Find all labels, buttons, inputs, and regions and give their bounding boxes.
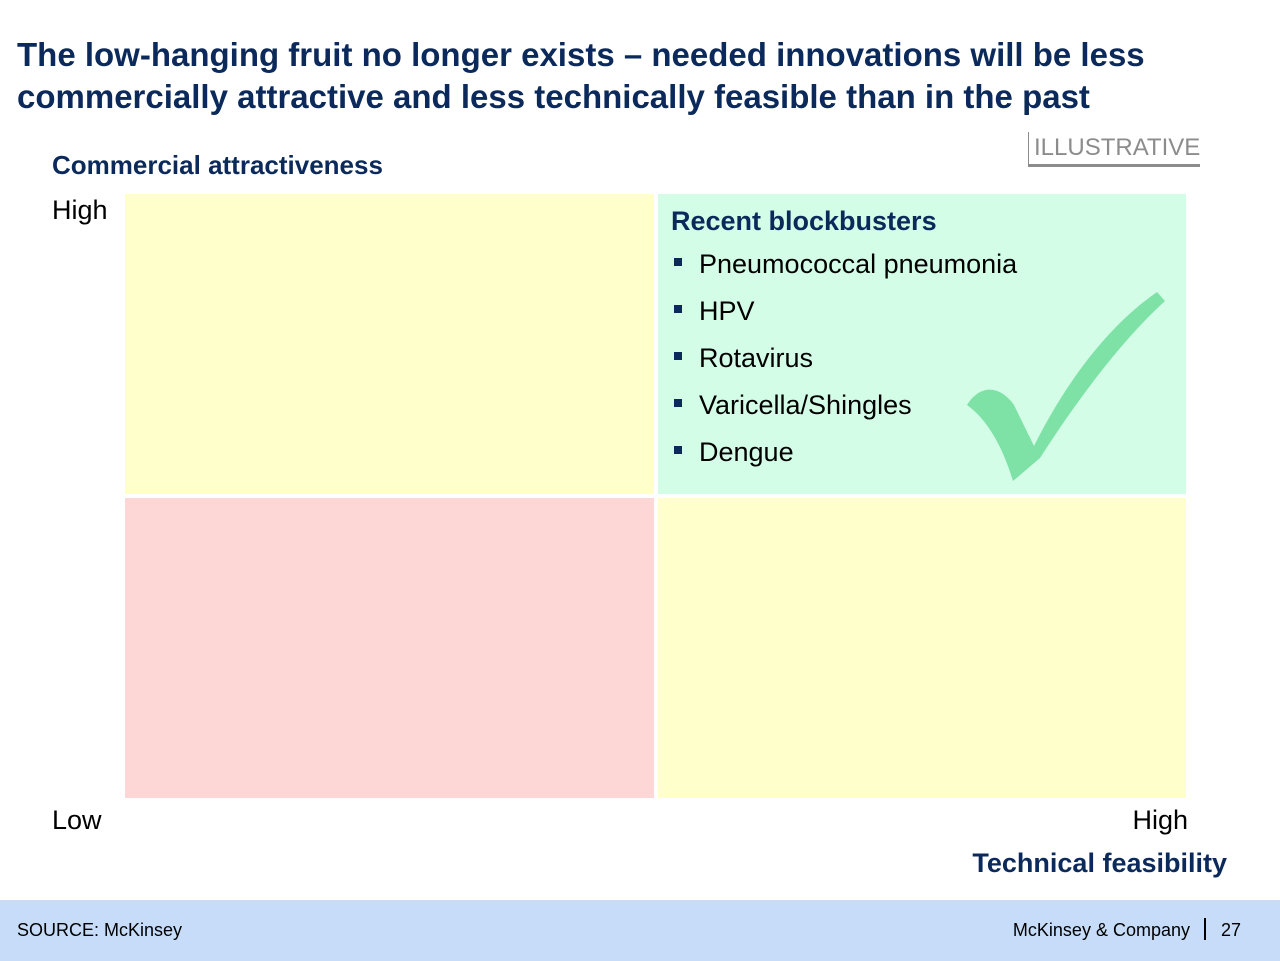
illustrative-stamp: ILLUSTRATIVE [1028, 132, 1201, 167]
square-bullet-icon [674, 352, 682, 360]
list-item: HPV [672, 292, 1017, 339]
list-item: Dengue [672, 433, 1017, 480]
source-note: SOURCE: McKinsey [17, 920, 183, 940]
quadrant-top-left [125, 194, 654, 494]
y-axis-high-label: High [52, 195, 108, 225]
list-item: Pneumococcal pneumonia [672, 245, 1017, 292]
list-item: Varicella/Shingles [672, 386, 1017, 433]
title-line: The low-hanging fruit no longer exists –… [17, 36, 1145, 73]
quadrant-bottom-left [125, 498, 654, 798]
blockbuster-list: Pneumococcal pneumonia HPV Rotavirus Var… [672, 245, 1017, 480]
list-item-label: Varicella/Shingles [699, 390, 912, 420]
y-axis-low-label: Low [52, 805, 102, 835]
checkmark-shape [967, 292, 1165, 481]
quadrant-bottom-right [658, 498, 1186, 798]
footer-divider [1204, 918, 1206, 940]
y-axis-title: Commercial attractiveness [52, 150, 383, 180]
list-item: Rotavirus [672, 339, 1017, 386]
checkmark-icon [967, 292, 1165, 481]
list-item-label: HPV [699, 296, 755, 326]
x-axis-high-label: High [1132, 805, 1188, 835]
quadrant-top-right [658, 194, 1186, 494]
square-bullet-icon [674, 399, 682, 407]
list-item-label: Dengue [699, 437, 794, 467]
company-name: McKinsey & Company [1012, 920, 1190, 940]
square-bullet-icon [674, 446, 682, 454]
x-axis-title: Technical feasibility [972, 848, 1227, 878]
title-line: commercially attractive and less technic… [17, 78, 1090, 115]
page-number: 27 [1221, 920, 1242, 940]
square-bullet-icon [674, 258, 682, 266]
list-item-label: Rotavirus [699, 343, 814, 373]
quadrant-heading: Recent blockbusters [671, 206, 937, 236]
footer-bar: SOURCE: McKinsey McKinsey & Company 27 [0, 900, 1280, 961]
slide-title: The low-hanging fruit no longer exists –… [17, 34, 1257, 118]
list-item-label: Pneumococcal pneumonia [699, 249, 1018, 279]
square-bullet-icon [674, 305, 682, 313]
